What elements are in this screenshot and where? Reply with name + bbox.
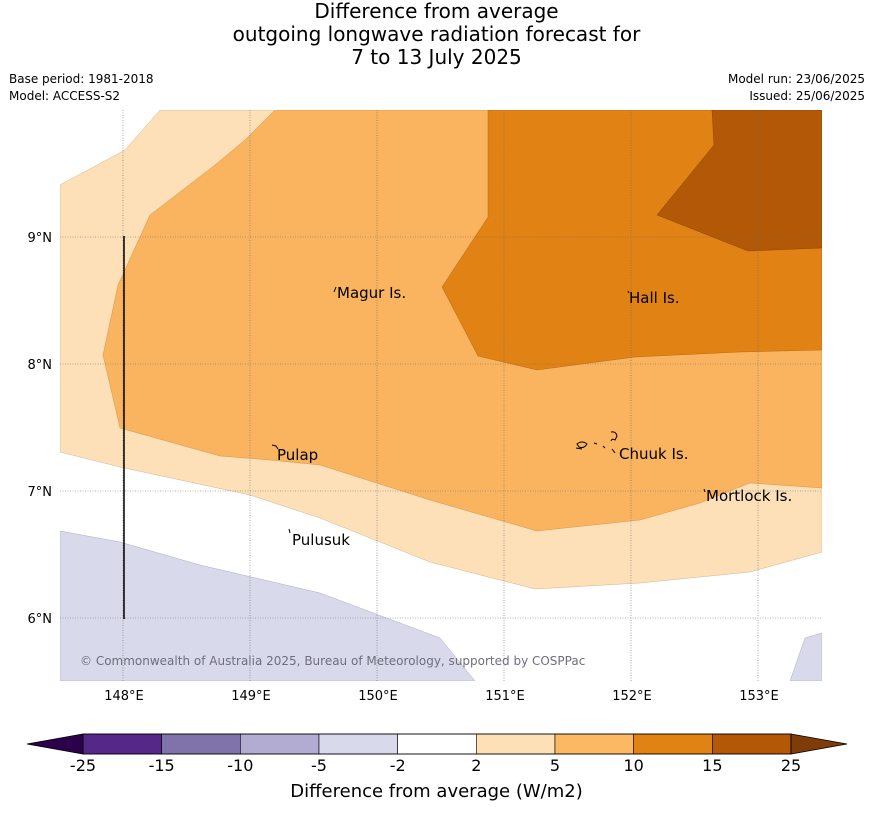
colorbar-cell — [82, 733, 162, 755]
colorbar-tick-label: 25 — [781, 756, 801, 775]
colorbar-tick-label: 5 — [550, 756, 560, 775]
chuuk-island-marks — [575, 431, 618, 454]
colorbar-tick-label: -10 — [227, 756, 253, 775]
colorbar-cell — [161, 733, 241, 755]
colorbar-tick-label: 15 — [702, 756, 722, 775]
colorbar-cell — [554, 733, 634, 755]
colorbar-cell — [712, 733, 792, 755]
lon-tick-148E: 148°E — [104, 689, 144, 704]
hall-island-mark — [627, 290, 630, 294]
colorbar-tick-labels: -25 -15 -10 -5 -2 2 5 10 15 25 — [70, 756, 801, 775]
place-label-mortlock: Mortlock Is. — [706, 487, 792, 505]
meta-left: Base period: 1981-2018 Model: ACCESS-S2 — [9, 71, 154, 105]
contour-neg-2-to-5 — [60, 530, 476, 681]
place-label-hall: Hall Is. — [629, 289, 680, 307]
lon-tick-150E: 150°E — [358, 689, 398, 704]
colorbar-tick-label: 2 — [471, 756, 481, 775]
colorbar-cell — [397, 733, 477, 755]
colorbar-cell — [633, 733, 713, 755]
place-label-chuuk: Chuuk Is. — [619, 445, 688, 463]
pulap-island-mark — [271, 444, 279, 450]
colorbar-title: Difference from average (W/m2) — [290, 781, 583, 802]
colorbar-tick-label: -15 — [149, 756, 175, 775]
magur-island-mark — [333, 286, 337, 293]
colorbar-cell — [476, 733, 556, 755]
lat-tick-7N: 7°N — [28, 485, 53, 500]
title-line-1: Difference from average — [314, 0, 559, 23]
copyright-notice: © Commonwealth of Australia 2025, Bureau… — [80, 654, 585, 668]
lon-tick-153E: 153°E — [739, 689, 779, 704]
colorbar-tick-label: -2 — [390, 756, 406, 775]
pulusuk-island-mark — [288, 528, 291, 534]
colorbar-over-arrow — [790, 733, 848, 755]
colorbar-tick-label: -25 — [70, 756, 96, 775]
map-title: Difference from average outgoing longwav… — [0, 0, 873, 69]
model-run-label: Model run: 23/06/2025 — [727, 72, 865, 86]
lon-tick-151E: 151°E — [485, 689, 525, 704]
colorbar-under-arrow — [26, 733, 84, 755]
title-line-3: 7 to 13 July 2025 — [351, 45, 522, 69]
contour-15-to-25 — [656, 110, 822, 252]
meta-right: Model run: 23/06/2025 Issued: 25/06/2025 — [728, 71, 865, 105]
colorbar-cell — [318, 733, 398, 755]
islands — [271, 286, 706, 534]
lon-tick-152E: 152°E — [612, 689, 652, 704]
lat-tick-8N: 8°N — [28, 358, 53, 373]
place-label-magur: Magur Is. — [337, 284, 406, 302]
issued-label: Issued: 25/06/2025 — [749, 89, 865, 103]
colorbar-tick-label: 10 — [623, 756, 643, 775]
place-labels: Magur Is. Hall Is. Pulap Chuuk Is. Mortl… — [277, 284, 792, 549]
lat-tick-9N: 9°N — [28, 231, 53, 246]
model-label: Model: ACCESS-S2 — [9, 89, 121, 103]
title-line-2: outgoing longwave radiation forecast for — [232, 22, 641, 46]
lat-tick-labels: 9°N 8°N 7°N 6°N — [28, 231, 53, 627]
colorbar-frame — [82, 733, 792, 755]
place-label-pulusuk: Pulusuk — [292, 531, 350, 549]
gridlines — [60, 110, 822, 681]
lon-tick-149E: 149°E — [231, 689, 271, 704]
lon-tick-labels: 148°E 149°E 150°E 151°E 152°E 153°E — [104, 689, 779, 704]
colorbar-cell — [240, 733, 320, 755]
mortlock-island-mark — [703, 488, 706, 493]
colorbar-tick-label: -5 — [311, 756, 327, 775]
colorbar-cells — [82, 733, 792, 755]
place-label-pulap: Pulap — [277, 446, 318, 464]
base-period-label: Base period: 1981-2018 — [9, 72, 154, 86]
contour-neg-2-to-5-east — [789, 632, 822, 681]
colorbar: -25 -15 -10 -5 -2 2 5 10 15 25 — [26, 733, 848, 775]
contour-fills — [60, 110, 822, 681]
lat-tick-6N: 6°N — [28, 612, 53, 627]
